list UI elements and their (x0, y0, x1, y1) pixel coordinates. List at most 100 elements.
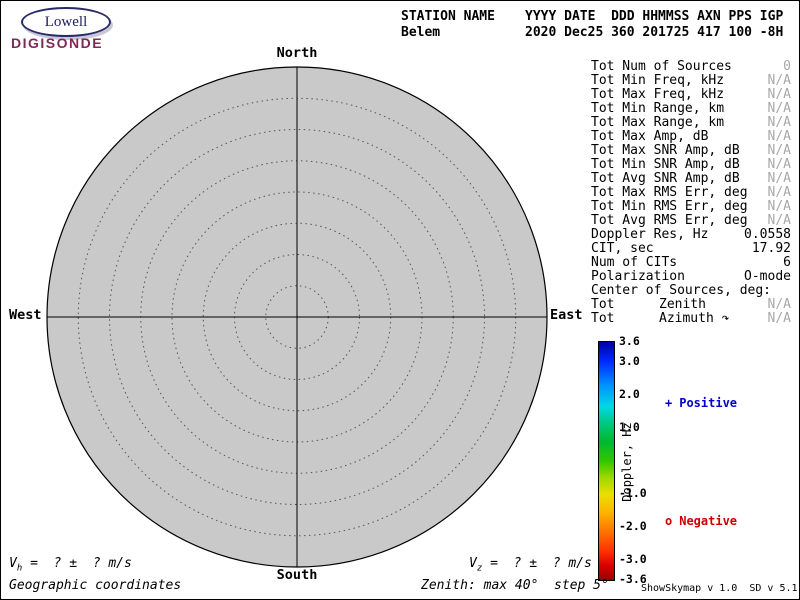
coordinates-label: Geographic coordinates (9, 578, 182, 593)
stats-label: Tot Num of Sources (591, 59, 732, 74)
colorbar-tick-label: -3.0 (619, 552, 647, 567)
vh-symbol: V (9, 556, 17, 571)
stats-row: Tot Max Amp, dB N/A (591, 130, 791, 144)
stats-value: 17.92 (751, 241, 791, 256)
colorbar-tick-label: -1.0 (619, 486, 647, 501)
compass-east-label: East (550, 307, 583, 323)
stats-value: N/A (767, 185, 791, 200)
stats-label: Tot Avg RMS Err, deg (591, 213, 748, 228)
header-columns-label: YYYY DATE DDD HHMMSS AXN PPS IGP (525, 9, 784, 24)
stats-label: Tot Min Range, km (591, 101, 725, 116)
colorbar-tick-label: 3.0 (619, 353, 640, 368)
lowell-logo-text: Lowell (44, 13, 88, 30)
vz-velocity-text: Vz = ? ± ? m/s (469, 556, 592, 577)
doppler-colorbar (598, 341, 615, 581)
stats-value: N/A (767, 73, 791, 88)
stats-label: Polarization (591, 269, 685, 284)
stats-label: Tot (591, 311, 615, 326)
stats-panel: Tot Num of Sources 0 Tot Min Freq, kHz N/A T… (591, 60, 791, 326)
stats-row: Doppler Res, Hz 0.0558 (591, 228, 791, 242)
stats-row: Tot Max Freq, kHz N/A (591, 88, 791, 102)
stats-value: N/A (767, 199, 791, 214)
stats-row: Tot Zenith N/A (591, 298, 791, 312)
stats-label: Tot Max Amp, dB (591, 129, 709, 144)
stats-value: N/A (767, 101, 791, 116)
header-station-label: STATION NAME (401, 9, 495, 24)
stats-label: Tot Max RMS Err, deg (591, 185, 748, 200)
stats-label: Tot Max Range, km (591, 115, 725, 130)
legend-negative: o Negative (665, 514, 737, 528)
positive-marker-icon: + (665, 396, 673, 410)
stats-sublabel: Zenith (659, 297, 706, 312)
stats-label: Tot Min Freq, kHz (591, 73, 725, 88)
app-version-label: ShowSkymap v 1.0 SD v 5.1 (641, 583, 798, 594)
stats-value: 6 (783, 255, 791, 270)
colorbar-axis-title: Doppler, Hz (620, 422, 634, 502)
stats-label: Tot Max SNR Amp, dB (591, 143, 740, 158)
stats-label: Tot Min SNR Amp, dB (591, 157, 740, 172)
stats-sublabel: Azimuth ↷ (659, 311, 730, 326)
compass-west-label: West (9, 307, 42, 323)
stats-value: 0.0558 (744, 227, 791, 242)
stats-value: 0 (783, 59, 791, 74)
vz-symbol: V (469, 556, 477, 571)
skymap-plot (46, 66, 548, 568)
lowell-logo: Lowell (21, 7, 111, 37)
legend-positive: + Positive (665, 396, 737, 410)
header-station-value: Belem (401, 25, 441, 40)
stats-value: N/A (767, 143, 791, 158)
legend-positive-label: Positive (679, 396, 738, 410)
colorbar-tick-label: -2.0 (619, 519, 647, 534)
stats-label: CIT, sec (591, 241, 654, 256)
stats-value: N/A (767, 297, 791, 312)
stats-row: Num of CITs 6 (591, 256, 791, 270)
stats-label: Tot Min RMS Err, deg (591, 199, 748, 214)
colorbar-tick-label: 3.6 (619, 334, 640, 348)
stats-row: Tot Min SNR Amp, dB N/A (591, 158, 791, 172)
stats-row: Tot Avg RMS Err, deg N/A (591, 214, 791, 228)
stats-value: N/A (767, 129, 791, 144)
stats-row: Polarization O-mode (591, 270, 791, 284)
stats-row: Tot Num of Sources 0 (591, 60, 791, 74)
stats-label: Tot Max Freq, kHz (591, 87, 725, 102)
colorbar-tick-label: 1.0 (619, 419, 640, 434)
stats-label: Center of Sources, deg: (591, 283, 772, 298)
vz-subscript: z (476, 563, 483, 574)
vz-value: = ? ± ? m/s (482, 556, 592, 571)
stats-row: Tot Avg SNR Amp, dB N/A (591, 172, 791, 186)
colorbar-tick-labels: 3.6 3.0 2.0 1.0 -1.0 -2.0 -3.0 -3.6 (619, 335, 655, 585)
vh-value: = ? ± ? m/s (22, 556, 132, 571)
legend-negative-label: Negative (679, 514, 738, 528)
stats-label: Tot (591, 297, 615, 312)
stats-row: Tot Max Range, km N/A (591, 116, 791, 130)
stats-value: N/A (767, 213, 791, 228)
zenith-range-label: Zenith: max 40° step 5° (421, 578, 609, 593)
vh-subscript: h (16, 563, 23, 574)
stats-value: N/A (767, 115, 791, 130)
compass-south-label: South (276, 567, 318, 583)
header-columns-value: 2020 Dec25 360 201725 417 100 -8H (525, 25, 784, 40)
stats-row: Center of Sources, deg: (591, 284, 791, 298)
stats-row: CIT, sec 17.92 (591, 242, 791, 256)
stats-row: Tot Max SNR Amp, dB N/A (591, 144, 791, 158)
stats-row: Tot Min Freq, kHz N/A (591, 74, 791, 88)
compass-north-label: North (276, 45, 318, 61)
stats-label: Num of CITs (591, 255, 678, 270)
stats-value: N/A (767, 171, 791, 186)
stats-row: Tot Min RMS Err, deg N/A (591, 200, 791, 214)
stats-value: N/A (767, 311, 791, 326)
stats-value: N/A (767, 157, 791, 172)
stats-row: Tot Max RMS Err, deg N/A (591, 186, 791, 200)
digisonde-brand: DIGISONDE (11, 35, 104, 51)
stats-label: Doppler Res, Hz (591, 227, 709, 242)
colorbar-tick-label: 2.0 (619, 386, 640, 401)
stats-row: Tot Min Range, km N/A (591, 102, 791, 116)
stats-label: Tot Avg SNR Amp, dB (591, 171, 740, 186)
stats-value: O-mode (744, 269, 791, 284)
vh-velocity-text: Vh = ? ± ? m/s (9, 556, 132, 577)
colorbar-tick-label: -3.6 (619, 572, 647, 586)
stats-value: N/A (767, 87, 791, 102)
negative-marker-icon: o (665, 514, 673, 528)
stats-row: Tot Azimuth ↷ N/A (591, 312, 791, 326)
